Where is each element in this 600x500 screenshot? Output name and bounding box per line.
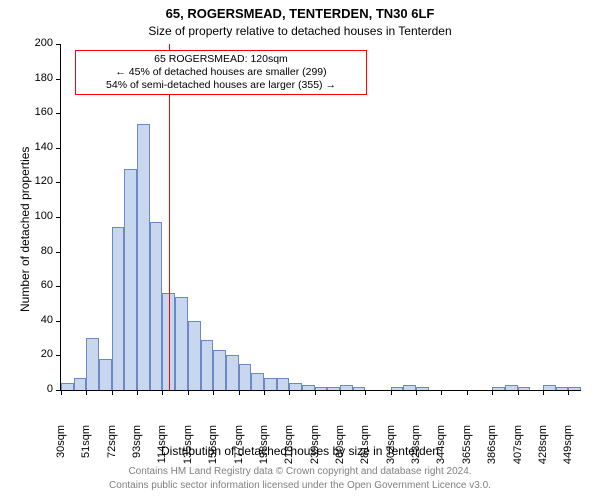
y-tick-mark	[56, 321, 61, 322]
x-tick-mark	[315, 390, 316, 395]
histogram-bar	[188, 321, 201, 390]
histogram-bar	[175, 297, 188, 390]
y-tick-label: 120	[21, 175, 53, 187]
y-tick-mark	[56, 286, 61, 287]
y-tick-mark	[56, 217, 61, 218]
annotation-line-1: ← 45% of detached houses are smaller (29…	[82, 66, 360, 79]
y-tick-mark	[56, 252, 61, 253]
histogram-bar	[86, 338, 99, 390]
x-tick-mark	[264, 390, 265, 395]
x-tick-mark	[239, 390, 240, 395]
y-tick-mark	[56, 79, 61, 80]
y-tick-label: 200	[21, 37, 53, 49]
x-tick-mark	[543, 390, 544, 395]
histogram-bar	[302, 385, 315, 390]
x-tick-mark	[112, 390, 113, 395]
annotation-box: 65 ROGERSMEAD: 120sqm← 45% of detached h…	[75, 50, 367, 95]
histogram-bar	[137, 124, 150, 390]
x-tick-mark	[340, 390, 341, 395]
histogram-bar	[568, 387, 581, 390]
y-tick-label: 140	[21, 141, 53, 153]
histogram-bar	[315, 387, 328, 390]
histogram-bar	[251, 373, 264, 390]
y-tick-label: 180	[21, 72, 53, 84]
histogram-bar	[403, 385, 416, 390]
histogram-bar	[416, 387, 429, 390]
y-tick-label: 60	[21, 279, 53, 291]
histogram-bar	[556, 387, 569, 390]
y-tick-mark	[56, 44, 61, 45]
histogram-bar	[74, 378, 87, 390]
x-tick-mark	[137, 390, 138, 395]
histogram-bar	[264, 378, 277, 390]
y-tick-label: 0	[21, 383, 53, 395]
y-tick-label: 160	[21, 106, 53, 118]
histogram-bar	[201, 340, 214, 390]
reference-line	[169, 44, 170, 390]
y-tick-mark	[56, 113, 61, 114]
footer-line-2: Contains public sector information licen…	[0, 480, 600, 491]
histogram-bar	[213, 350, 226, 390]
histogram-bar	[340, 385, 353, 390]
histogram-bar	[391, 387, 404, 390]
y-tick-mark	[56, 355, 61, 356]
y-tick-label: 100	[21, 210, 53, 222]
chart-subtitle: Size of property relative to detached ho…	[0, 24, 600, 38]
footer-line-1: Contains HM Land Registry data © Crown c…	[0, 466, 600, 477]
histogram-bar	[239, 364, 252, 390]
histogram-bar	[543, 385, 556, 390]
histogram-bar	[518, 387, 531, 390]
histogram-bar	[492, 387, 505, 390]
x-tick-mark	[61, 390, 62, 395]
x-tick-mark	[467, 390, 468, 395]
plot-area: 02040608010012014016018020030sqm51sqm72s…	[60, 44, 581, 391]
x-tick-mark	[492, 390, 493, 395]
histogram-bar	[112, 227, 125, 390]
y-tick-label: 20	[21, 348, 53, 360]
y-tick-label: 80	[21, 245, 53, 257]
histogram-bar	[226, 355, 239, 390]
annotation-line-0: 65 ROGERSMEAD: 120sqm	[82, 53, 360, 66]
x-tick-mark	[289, 390, 290, 395]
histogram-bar	[505, 385, 518, 390]
x-tick-mark	[86, 390, 87, 395]
histogram-bar	[277, 378, 290, 390]
y-tick-mark	[56, 182, 61, 183]
x-tick-mark	[162, 390, 163, 395]
x-tick-mark	[416, 390, 417, 395]
x-tick-mark	[213, 390, 214, 395]
chart-address-title: 65, ROGERSMEAD, TENTERDEN, TN30 6LF	[0, 6, 600, 21]
histogram-bar	[99, 359, 112, 390]
y-tick-mark	[56, 148, 61, 149]
x-tick-mark	[391, 390, 392, 395]
histogram-bar	[150, 222, 163, 390]
x-axis-label: Distribution of detached houses by size …	[0, 444, 600, 458]
x-tick-mark	[365, 390, 366, 395]
y-tick-label: 40	[21, 314, 53, 326]
x-tick-mark	[188, 390, 189, 395]
chart-container: 65, ROGERSMEAD, TENTERDEN, TN30 6LF Size…	[0, 0, 600, 500]
x-tick-mark	[568, 390, 569, 395]
histogram-bar	[289, 383, 302, 390]
histogram-bar	[353, 387, 366, 390]
x-tick-mark	[441, 390, 442, 395]
x-tick-mark	[518, 390, 519, 395]
histogram-bar	[124, 169, 137, 390]
histogram-bar	[61, 383, 74, 390]
histogram-bar	[327, 387, 340, 390]
annotation-line-2: 54% of semi-detached houses are larger (…	[82, 79, 360, 92]
